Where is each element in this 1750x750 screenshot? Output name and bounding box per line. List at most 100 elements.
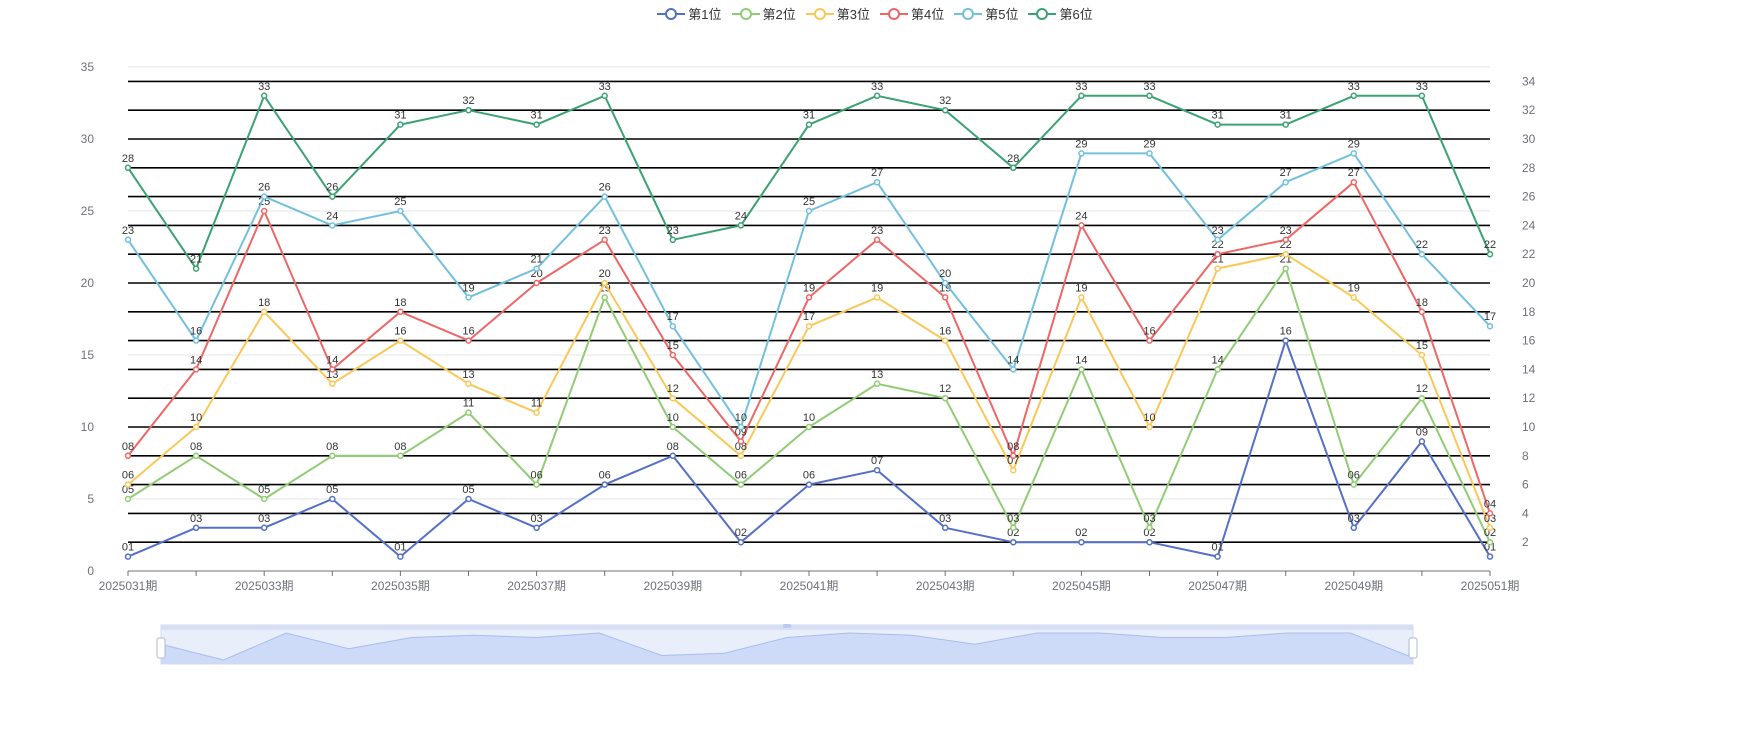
data-point[interactable] (124, 236, 132, 244)
legend-item[interactable]: 第1位 (657, 4, 722, 23)
zoom-handle[interactable] (156, 637, 166, 659)
zoom-handle[interactable] (1408, 637, 1418, 659)
data-point[interactable] (533, 279, 540, 287)
data-point[interactable] (397, 452, 404, 460)
data-point[interactable] (1146, 423, 1153, 431)
data-point[interactable] (533, 121, 540, 128)
data-point[interactable] (805, 207, 813, 215)
data-zoom-slider[interactable] (156, 624, 1418, 665)
data-point[interactable] (1350, 481, 1358, 488)
data-point[interactable] (1146, 92, 1153, 100)
data-point[interactable] (192, 452, 200, 460)
data-point[interactable] (737, 438, 745, 445)
data-point[interactable] (1486, 553, 1494, 560)
data-point[interactable] (124, 164, 132, 172)
data-point[interactable] (1486, 510, 1494, 517)
data-point[interactable] (737, 423, 745, 431)
data-point[interactable] (1350, 524, 1358, 532)
data-point[interactable] (873, 380, 881, 388)
data-point[interactable] (1486, 538, 1494, 546)
data-point[interactable] (1350, 150, 1358, 157)
data-point[interactable] (669, 394, 677, 402)
data-point[interactable] (1418, 438, 1426, 445)
data-point[interactable] (533, 524, 540, 532)
data-point[interactable] (329, 366, 336, 373)
data-point[interactable] (465, 380, 472, 388)
data-point[interactable] (1010, 466, 1017, 474)
data-point[interactable] (260, 524, 268, 532)
data-point[interactable] (1010, 538, 1017, 546)
data-point[interactable] (1282, 121, 1289, 128)
data-point[interactable] (1078, 92, 1085, 100)
data-point[interactable] (329, 380, 336, 388)
data-point[interactable] (669, 423, 677, 431)
data-point[interactable] (601, 193, 608, 200)
data-point[interactable] (1214, 121, 1221, 128)
data-point[interactable] (465, 495, 472, 503)
data-point[interactable] (941, 337, 949, 344)
data-point[interactable] (397, 308, 404, 316)
data-point[interactable] (601, 236, 608, 244)
data-point[interactable] (1350, 178, 1358, 186)
data-point[interactable] (397, 207, 404, 215)
data-point[interactable] (1214, 366, 1221, 373)
data-point[interactable] (329, 452, 336, 460)
data-point[interactable] (669, 322, 677, 330)
data-point[interactable] (1282, 250, 1289, 258)
legend-item[interactable]: 第3位 (805, 4, 870, 23)
data-point[interactable] (601, 92, 608, 100)
data-point[interactable] (737, 481, 745, 488)
data-point[interactable] (1418, 250, 1426, 258)
data-point[interactable] (737, 222, 745, 229)
data-point[interactable] (1010, 366, 1017, 373)
data-point[interactable] (124, 495, 132, 503)
data-point[interactable] (465, 294, 472, 301)
data-point[interactable] (1350, 294, 1358, 301)
data-point[interactable] (260, 207, 268, 215)
data-point[interactable] (805, 294, 813, 301)
data-point[interactable] (1486, 322, 1494, 330)
data-point[interactable] (1282, 337, 1289, 344)
data-point[interactable] (533, 265, 540, 272)
data-point[interactable] (397, 553, 404, 560)
data-point[interactable] (1078, 294, 1085, 301)
data-point[interactable] (1214, 236, 1221, 244)
data-point[interactable] (397, 337, 404, 344)
data-point[interactable] (329, 495, 336, 503)
data-point[interactable] (465, 409, 472, 416)
data-point[interactable] (805, 481, 813, 488)
data-point[interactable] (1146, 538, 1153, 546)
data-point[interactable] (737, 538, 745, 546)
data-point[interactable] (1010, 452, 1017, 460)
data-point[interactable] (1214, 553, 1221, 560)
legend-item[interactable]: 第4位 (880, 4, 944, 23)
data-point[interactable] (1282, 178, 1289, 186)
data-point[interactable] (873, 466, 881, 474)
data-point[interactable] (1146, 337, 1153, 344)
data-point[interactable] (192, 423, 200, 431)
data-point[interactable] (601, 481, 608, 488)
data-point[interactable] (260, 92, 268, 100)
data-point[interactable] (805, 423, 813, 431)
data-point[interactable] (124, 481, 132, 488)
data-point[interactable] (669, 452, 677, 460)
data-point[interactable] (192, 265, 200, 272)
data-point[interactable] (260, 495, 268, 503)
data-point[interactable] (1350, 92, 1358, 100)
data-point[interactable] (1078, 222, 1085, 229)
data-point[interactable] (533, 481, 540, 488)
legend-item[interactable]: 第5位 (954, 4, 1018, 23)
data-point[interactable] (465, 337, 472, 344)
data-point[interactable] (1010, 524, 1017, 532)
data-point[interactable] (192, 337, 200, 344)
data-point[interactable] (873, 294, 881, 301)
data-point[interactable] (192, 366, 200, 373)
zoom-grip-icon[interactable] (783, 624, 791, 628)
data-point[interactable] (329, 222, 336, 229)
data-point[interactable] (1282, 265, 1289, 272)
data-point[interactable] (941, 294, 949, 301)
data-point[interactable] (941, 394, 949, 402)
data-point[interactable] (1282, 236, 1289, 244)
data-point[interactable] (601, 279, 608, 287)
legend-item[interactable]: 第2位 (731, 4, 796, 23)
